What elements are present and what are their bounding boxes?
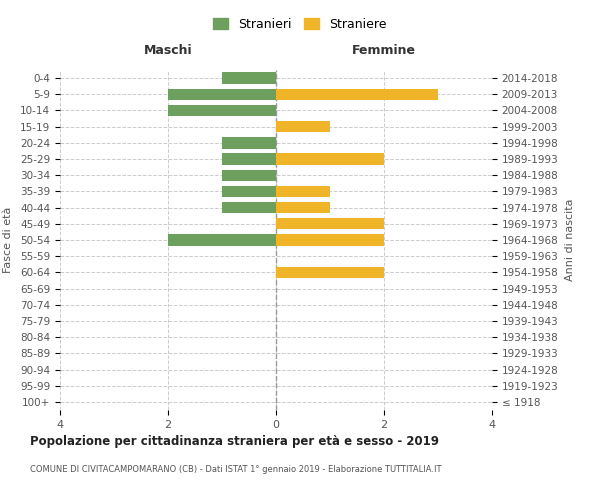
Y-axis label: Fasce di età: Fasce di età (3, 207, 13, 273)
Bar (276, 154, 384, 164)
Bar (276, 218, 384, 230)
Text: Maschi: Maschi (143, 44, 193, 57)
Bar (222, 137, 276, 148)
Bar (222, 186, 276, 197)
Text: Femmine: Femmine (352, 44, 416, 57)
Bar (276, 121, 330, 132)
Text: COMUNE DI CIVITACAMPOMARANO (CB) - Dati ISTAT 1° gennaio 2019 - Elaborazione TUT: COMUNE DI CIVITACAMPOMARANO (CB) - Dati … (30, 465, 442, 474)
Bar (222, 202, 276, 213)
Bar (168, 105, 276, 116)
Bar (276, 88, 438, 100)
Bar (276, 186, 330, 197)
Bar (222, 154, 276, 164)
Bar (222, 170, 276, 181)
Bar (276, 234, 384, 246)
Y-axis label: Anni di nascita: Anni di nascita (565, 198, 575, 281)
Text: Popolazione per cittadinanza straniera per età e sesso - 2019: Popolazione per cittadinanza straniera p… (30, 435, 439, 448)
Bar (168, 234, 276, 246)
Bar (276, 266, 384, 278)
Bar (168, 88, 276, 100)
Bar (276, 202, 330, 213)
Bar (222, 72, 276, 84)
Legend: Stranieri, Straniere: Stranieri, Straniere (207, 11, 393, 37)
